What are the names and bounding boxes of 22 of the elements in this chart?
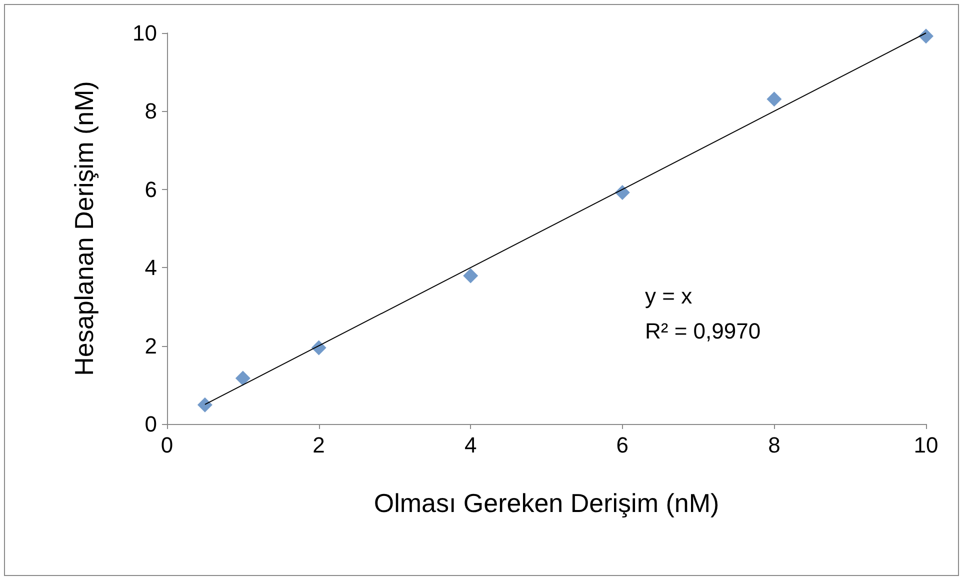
point <box>918 28 934 44</box>
x-tick-label: 2 <box>312 432 325 458</box>
x-tick-label: 6 <box>616 432 629 458</box>
y-tick-label: 6 <box>144 176 157 202</box>
x-tick-label: 10 <box>914 432 938 458</box>
annotation: R² = 0,9970 <box>645 318 761 344</box>
y-tick-label: 0 <box>144 412 157 436</box>
x-axis-title: Olması Gereken Derişim (nM) <box>374 488 720 518</box>
point <box>235 370 250 386</box>
x-tick-label: 8 <box>768 432 780 458</box>
y-tick-label: 10 <box>132 20 157 46</box>
point <box>463 268 478 284</box>
annotation: y = x <box>644 284 692 308</box>
y-tick-label: 2 <box>144 333 157 358</box>
point <box>766 92 782 107</box>
x-tick-label: 0 <box>160 432 174 458</box>
y-axis-title: Hesaplanan Derişim (nM) <box>69 81 99 376</box>
y-tick-label: 4 <box>144 255 157 280</box>
point <box>311 340 326 356</box>
x-tick-label: 4 <box>464 432 477 458</box>
point <box>197 397 212 412</box>
y-tick-label: 8 <box>144 98 157 124</box>
